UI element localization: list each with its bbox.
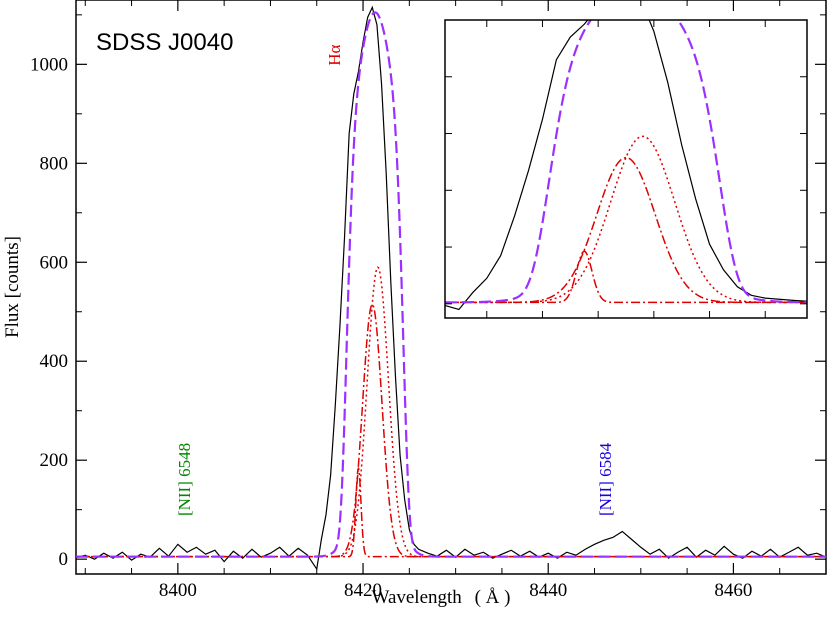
inset-frame	[444, 19, 808, 319]
observed-spectrum-line	[76, 5, 826, 571]
x-tick-label: 8460	[714, 580, 752, 601]
inset-blue-peak-component-line	[445, 250, 807, 304]
inset-background	[445, 20, 807, 318]
x-axis-label: Wavelength	[372, 587, 463, 608]
inset-plot	[444, 19, 808, 319]
x-tick-label: 8420	[344, 580, 382, 601]
y-axis-title: Flux [counts]	[2, 236, 23, 338]
nii-6548-line-label: [NII] 6548	[175, 443, 194, 516]
x-tick-label: 8440	[529, 580, 567, 601]
x-tick-label: 8400	[159, 580, 197, 601]
chart-title: SDSS J0040	[96, 29, 233, 56]
x-axis-title: Wavelength ( Å )	[372, 587, 511, 608]
y-tick-label: 1000	[30, 54, 68, 75]
tick-labels-group: 8400 8420 8440 8460 0 200 400 600 800 1000	[30, 54, 752, 601]
inset-ticks-group	[445, 20, 807, 318]
y-tick-label: 200	[40, 450, 69, 471]
x-axis-unit: ( Å )	[475, 587, 511, 608]
plot-area-frame	[75, 0, 827, 575]
total-fit-line	[76, 11, 826, 558]
inset-series-group	[445, 20, 807, 311]
y-tick-label: 0	[59, 549, 69, 570]
halpha-line-label: Hα	[325, 44, 344, 65]
nii-6584-line-label: [NII] 6584	[596, 442, 615, 516]
inset-observed-spectrum-line	[445, 20, 807, 311]
inset-total-fit-line	[445, 20, 807, 304]
y-tick-label: 400	[40, 351, 69, 372]
axis-ticks-group	[76, 0, 827, 574]
y-tick-label: 800	[40, 153, 69, 174]
main-series-group	[76, 5, 826, 571]
inset-broad-component-line	[445, 135, 807, 304]
y-tick-label: 600	[40, 252, 69, 273]
core-component-line	[76, 303, 826, 558]
